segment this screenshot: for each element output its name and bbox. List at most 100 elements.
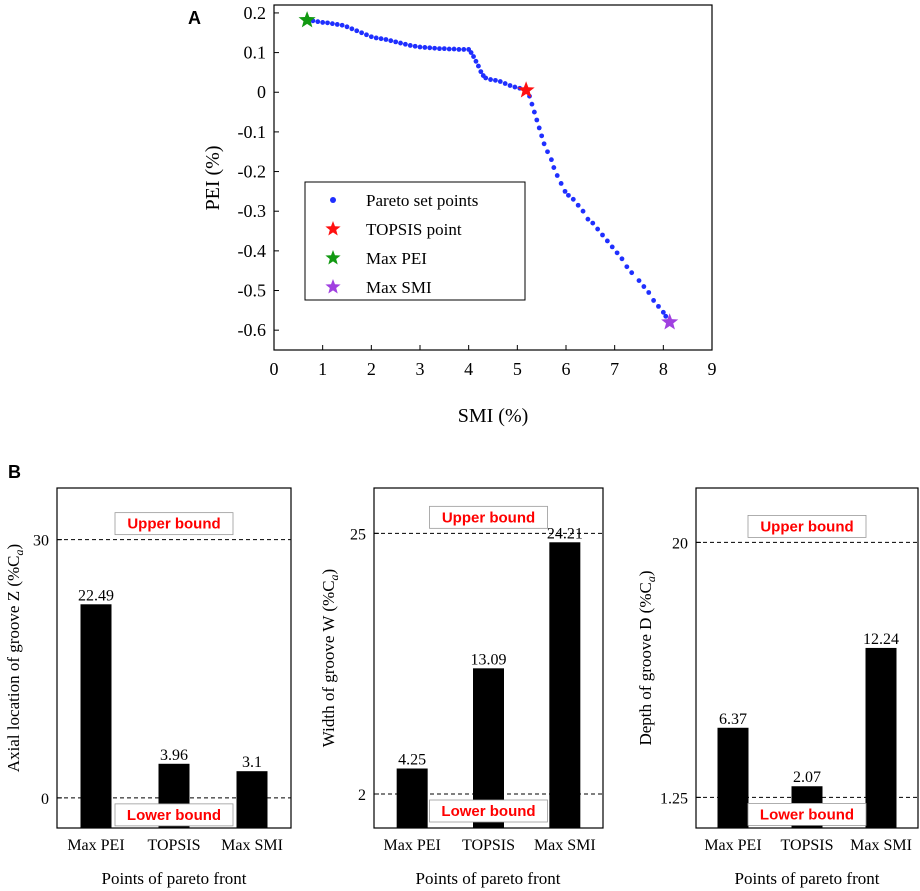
scatter-x-tick-label: 2 [367, 359, 376, 379]
legend-box [304, 181, 526, 301]
pareto-point [624, 264, 630, 270]
scatter-x-tick-label: 0 [270, 359, 279, 379]
bar-chart-width: 2 25 4.25 Max PEI 13.09 TOPSIS 24.21 Max SMI Upp… [319, 487, 604, 888]
upper-bound-label: Upper bound [127, 516, 220, 533]
bar-chart-axial-location: 0 30 22.49 Max PEI 3.96 TOPSIS 3.1 Max SMI Upper… [4, 487, 292, 888]
bar [236, 771, 268, 828]
lower-bound-label: Lower bound [127, 807, 221, 824]
pareto-point [393, 39, 399, 45]
pareto-point [566, 192, 571, 198]
scatter-x-tick-label: 4 [464, 359, 473, 379]
pareto-point [468, 50, 474, 55]
pareto-point [451, 46, 457, 52]
scatter-plot: 0 1 2 3 4 5 6 7 8 9 0.2 0.1 0 -0.1 -0.2 -0.3 -0.4 -0.5 -0… [202, 3, 717, 427]
pareto-point [558, 181, 564, 186]
pareto-point [660, 309, 666, 315]
pareto-point [636, 278, 642, 284]
pareto-point [339, 22, 345, 28]
bar-category-label: Max SMI [221, 837, 283, 854]
pareto-point [388, 38, 394, 44]
bar-category-label: Max PEI [704, 837, 761, 854]
pareto-point [403, 41, 408, 47]
pareto-point [432, 45, 437, 51]
scatter-x-tick-label: 7 [610, 359, 619, 379]
pareto-point [407, 43, 413, 48]
bar1-bars: 0 30 22.49 Max PEI 3.96 TOPSIS 3.1 Max SMI Upper… [33, 512, 291, 854]
bar3-y-axis-title: Depth of groove D (%Ca) [636, 570, 658, 745]
pareto-point [493, 77, 498, 83]
pareto-point [334, 22, 340, 27]
pareto-point [412, 43, 418, 49]
topsis-point-star [517, 81, 535, 98]
pareto-point [488, 77, 493, 82]
bar-category-label: Max SMI [850, 837, 912, 854]
bar-value-label: 3.1 [242, 754, 262, 771]
pareto-point [554, 173, 560, 178]
pareto-point [585, 216, 591, 222]
pareto-point [315, 19, 321, 25]
scatter-y-axis-title: PEI (%) [202, 146, 224, 211]
bar [80, 604, 112, 828]
legend-marker-topsis [325, 221, 341, 236]
pareto-point [378, 36, 384, 42]
pareto-point [344, 24, 350, 30]
scatter-y-tick-label: -0.4 [238, 241, 267, 261]
pareto-point [471, 54, 476, 59]
lower-bound-label: Lower bound [441, 803, 535, 820]
pareto-point [422, 45, 428, 50]
bar-y-tick-label: 20 [672, 535, 688, 552]
bar [717, 727, 749, 828]
scatter-x-ticks: 0 1 2 3 4 5 6 7 8 9 [270, 345, 717, 379]
scatter-x-tick-label: 1 [318, 359, 327, 379]
bar-value-label: 4.25 [398, 752, 426, 769]
bar-value-label: 24.21 [547, 525, 583, 542]
legend-label-max-pei: Max PEI [366, 249, 427, 268]
scatter-legend: Pareto set points TOPSIS point Max PEI M… [304, 181, 526, 301]
scatter-y-tick-label: -0.5 [238, 281, 267, 301]
bar-value-label: 6.37 [719, 711, 747, 728]
pareto-point [541, 141, 547, 147]
bar-category-label: TOPSIS [147, 837, 200, 854]
pareto-point [456, 47, 462, 52]
legend-label-pareto: Pareto set points [366, 191, 478, 210]
pareto-point [575, 202, 581, 208]
pareto-point [354, 28, 360, 34]
pareto-point [629, 270, 635, 276]
legend-marker-max-pei [325, 250, 341, 265]
bar-y-tick-label: 30 [33, 533, 49, 550]
pareto-point [368, 34, 374, 40]
pareto-point [562, 188, 568, 194]
pareto-point [536, 125, 542, 131]
bar-chart-depth: 1.25 20 6.37 Max PEI 2.07 TOPSIS 12.24 Max SMI U… [636, 487, 919, 888]
pareto-point [656, 303, 661, 309]
pareto-point [325, 20, 330, 26]
legend-marker-max-smi [325, 279, 341, 294]
bar [396, 768, 428, 828]
bar-y-tick-label: 1.25 [660, 790, 688, 807]
bar-value-label: 13.09 [471, 651, 507, 668]
scatter-y-ticks: 0.2 0.1 0 -0.1 -0.2 -0.3 -0.4 -0.5 -0.6 [238, 3, 279, 340]
scatter-y-tick-label: -0.1 [238, 122, 267, 142]
scatter-x-tick-label: 9 [708, 359, 717, 379]
pareto-point [600, 232, 605, 238]
pareto-point [497, 79, 503, 84]
pareto-point [570, 196, 576, 202]
bar2-y-axis-title: Width of groove W (%Ca) [319, 569, 341, 747]
scatter-points [298, 11, 679, 330]
pareto-point [359, 30, 364, 36]
legend-label-topsis: TOPSIS point [366, 220, 462, 239]
scatter-x-tick-label: 6 [562, 359, 571, 379]
pareto-point [427, 45, 433, 51]
pareto-point [614, 250, 620, 256]
pareto-point [590, 220, 596, 226]
upper-bound-label-box [114, 512, 234, 536]
scatter-x-axis-title: SMI (%) [458, 405, 529, 427]
pareto-point [478, 69, 484, 75]
lower-bound-label: Lower bound [760, 806, 854, 823]
pareto-point [383, 37, 389, 42]
upper-bound-label-box [429, 505, 548, 529]
pareto-point [417, 44, 423, 50]
lower-bound-label-box [429, 799, 548, 823]
scatter-y-tick-label: -0.6 [238, 320, 267, 340]
